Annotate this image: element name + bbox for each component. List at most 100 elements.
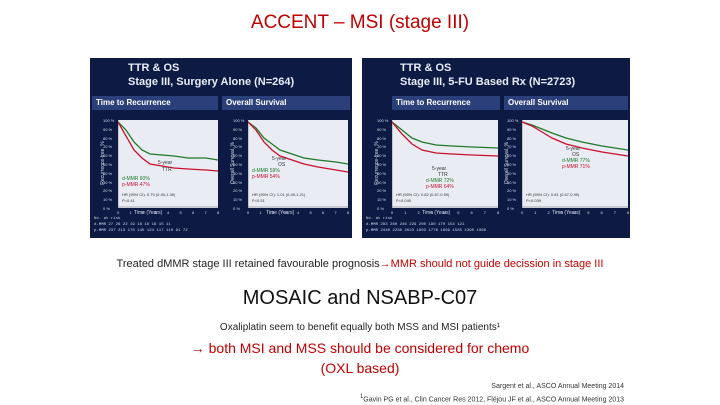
chemo-conclusion: → both MSI and MSS should be considered …: [190, 340, 530, 356]
y-tick-label: 90 %: [507, 126, 517, 132]
y-tick-label: 50 %: [233, 162, 243, 167]
subheader-ttr: Time to Recurrence: [392, 96, 500, 110]
x-tick-label: 5: [309, 210, 312, 215]
x-tick-label: 1: [129, 210, 132, 215]
y-axis-title: Overall Survival, %: [230, 141, 236, 185]
x-tick-label: 6: [322, 210, 325, 215]
x-tick-label: 1: [534, 210, 537, 215]
y-tick-label: 30 %: [103, 179, 113, 185]
x-axis-title: Time (Years): [134, 210, 163, 216]
y-tick-label: 100 %: [507, 118, 519, 123]
annotation-5year: 5-year: [272, 156, 287, 162]
x-tick-label: 4: [297, 210, 300, 215]
y-tick-label: 50 %: [507, 162, 517, 167]
panel-header-subtitle: Stage III, Surgery Alone (N=264): [128, 76, 295, 88]
subheader-ttr: Time to Recurrence: [92, 96, 218, 110]
x-tick-label: 5: [179, 210, 182, 215]
x-tick-label: 7: [483, 210, 486, 215]
panel-header-subtitle: Stage III, 5-FU Based Rx (N=2723): [400, 76, 576, 88]
os-chart-5fu: 5-year OS d-MMR 77% p-MMR 71% HR (95% CI…: [522, 120, 628, 208]
subheader-os: Overall Survival: [222, 96, 350, 110]
panel-5fu-based: TTR & OS Stage III, 5-FU Based Rx (N=272…: [362, 58, 630, 238]
y-tick-label: 90 %: [233, 126, 243, 132]
x-axis-title: Time (Years): [422, 210, 451, 216]
arrow-icon: →: [379, 258, 391, 270]
x-tick-label: 2: [417, 210, 420, 215]
curve-dmmr: [522, 121, 628, 151]
x-tick-label: 0: [117, 210, 120, 215]
x-tick-label: 6: [192, 210, 195, 215]
risk-row-dmmr: d-MMR 283 260 246 229 200 190 170 154 12…: [366, 223, 465, 227]
risk-label: No. at risk: [366, 217, 393, 221]
treated-prefix: Treated dMMR stage III retained favourab…: [116, 258, 380, 270]
y-tick-label: 50 %: [377, 162, 387, 167]
annotation-5year: 5-year: [158, 160, 173, 166]
y-tick-label: 100 %: [377, 118, 389, 123]
legend-pmmr: p-MMR 64%: [426, 184, 454, 190]
reference-2: 1Gavin PG et al., Clin Cancer Res 2012, …: [360, 394, 624, 403]
y-tick-label: 60 %: [507, 153, 517, 159]
oxl-based-note: (OXL based): [320, 360, 400, 376]
curve-pmmr: [118, 121, 218, 172]
panel-header-title: TTR & OS: [400, 62, 452, 74]
p-value: P=0.41: [122, 198, 135, 203]
x-axis-title: Time (Years): [266, 210, 295, 216]
x-tick-label: 0: [247, 210, 250, 215]
x-tick-label: 7: [334, 210, 337, 215]
hazard-ratio: HR (95% CI): 0.82 (0.67-0.99): [396, 192, 450, 197]
x-tick-label: 2: [547, 210, 550, 215]
y-tick-label: 60 %: [233, 153, 243, 159]
ttr-chart-5fu: 5-year TTR d-MMR 72% p-MMR 64% HR (95% C…: [392, 120, 498, 208]
risk-row-dmmr: d-MMR 27 26 22 19 18 16 16 15 11: [94, 223, 171, 227]
panel-surgery-alone: TTR & OS Stage III, Surgery Alone (N=264…: [90, 58, 352, 238]
oxaliplatin-statement: Oxaliplatin seem to benefit equally both…: [219, 322, 501, 333]
y-tick-label: 80 %: [507, 135, 517, 141]
x-tick-label: 4: [574, 210, 577, 215]
legend-pmmr: p-MMR 54%: [252, 174, 280, 180]
risk-row-pmmr: p-MMR 2440 2230 2023 1903 1776 1669 1585…: [366, 229, 487, 233]
y-tick-label: 40 %: [507, 170, 517, 176]
x-tick-label: 5: [587, 210, 590, 215]
y-tick-label: 30 %: [233, 179, 243, 185]
x-tick-label: 7: [204, 210, 207, 215]
curve-dmmr: [118, 121, 218, 161]
y-tick-label: 40 %: [377, 170, 387, 176]
curve-dmmr: [248, 121, 348, 165]
y-axis-title: Recurrence-free, %: [374, 141, 380, 185]
y-tick-label: 70 %: [233, 144, 243, 150]
x-tick-label: 4: [444, 210, 447, 215]
annotation-os: OS: [572, 152, 580, 158]
y-tick-label: 20 %: [103, 188, 113, 194]
os-curves: [522, 120, 628, 208]
y-tick-label: 10 %: [233, 197, 243, 203]
y-tick-label: 80 %: [233, 135, 243, 141]
hazard-ratio: HR (95% CI): 1.01 (0.49-1.21): [252, 192, 306, 197]
curve-dmmr: [392, 121, 498, 149]
annotation-os: OS: [278, 162, 286, 168]
y-tick-label: 0 %: [233, 206, 240, 211]
y-tick-label: 90 %: [103, 126, 113, 132]
y-tick-label: 30 %: [377, 179, 387, 185]
y-tick-label: 30 %: [507, 179, 517, 185]
y-tick-label: 60 %: [377, 153, 387, 159]
legend-dmmr: d-MMR 72%: [426, 178, 454, 184]
ttr-chart-surgery: 5-year TTR d-MMR 60% p-MMR 47% HR (95% C…: [118, 120, 218, 208]
risk-label: No. at risk: [94, 217, 121, 221]
y-tick-label: 20 %: [233, 188, 243, 194]
x-tick-label: 2: [272, 210, 275, 215]
hazard-ratio: HR (95% CI): 0.79 (0.45-1.39): [122, 192, 176, 197]
y-tick-label: 10 %: [507, 197, 517, 203]
y-tick-label: 20 %: [377, 188, 387, 194]
y-tick-label: 0 %: [103, 206, 110, 211]
x-tick-label: 7: [613, 210, 616, 215]
y-tick-label: 10 %: [103, 197, 113, 203]
p-value: P=0.040: [396, 198, 412, 203]
x-tick-label: 4: [167, 210, 170, 215]
y-tick-label: 100 %: [103, 118, 115, 123]
x-tick-label: 8: [217, 210, 220, 215]
x-tick-label: 0: [521, 210, 524, 215]
x-tick-label: 5: [457, 210, 460, 215]
x-tick-label: 3: [284, 210, 287, 215]
x-tick-label: 3: [430, 210, 433, 215]
p-value: P=0.51: [252, 198, 265, 203]
